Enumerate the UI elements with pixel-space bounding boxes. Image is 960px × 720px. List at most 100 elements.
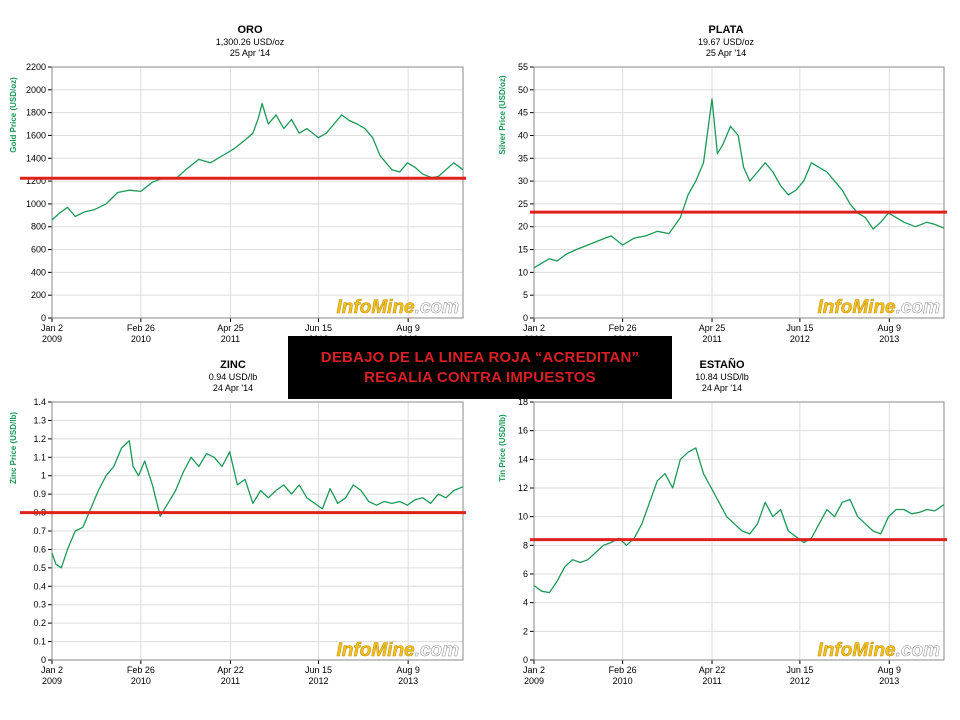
plot-frame [533, 66, 945, 319]
y-tick-label: 40 [518, 130, 528, 140]
y-tick-label: 20 [518, 222, 528, 232]
watermark-domain: .com [415, 640, 459, 661]
x-tick-label: Jun 15 [305, 323, 332, 333]
infomine-watermark: InfoMine.com [337, 640, 460, 661]
price-series-line [51, 440, 464, 569]
y-tick-label: 30 [518, 176, 528, 186]
x-tick-label: Jun 15 [786, 665, 813, 675]
x-tick-year: 2011 [702, 676, 721, 686]
plot-frame [51, 66, 464, 319]
x-tick-label: Feb 26 [127, 323, 155, 333]
chart-title: PLATA [708, 24, 743, 36]
y-tick-label: 600 [31, 245, 46, 255]
x-tick-label: Aug 9 [878, 665, 902, 675]
banner-line-1: DEBAJO DE LA LINEA ROJA “ACREDITAN” [320, 348, 640, 366]
x-tick-year: 2010 [131, 334, 151, 344]
chart-title: ESTAÑO [699, 358, 744, 371]
y-tick-label: 1.1 [33, 452, 46, 462]
x-tick-year: 2011 [702, 334, 721, 344]
y-tick-label: 5 [523, 290, 528, 300]
y-tick-label: 0.5 [33, 563, 46, 573]
y-tick-label: 200 [31, 290, 46, 300]
y-tick-label: 0 [41, 313, 46, 323]
y-tick-label: 35 [518, 153, 528, 163]
x-tick-year: 2011 [221, 676, 240, 686]
watermark-domain: .com [415, 297, 459, 318]
x-tick-year: 2013 [879, 676, 899, 686]
chart-price: 0.94 USD/lb [209, 372, 258, 382]
y-tick-label: 50 [518, 85, 528, 95]
x-tick-year: 2013 [879, 334, 899, 344]
x-tick-year: 2009 [42, 676, 62, 686]
y-tick-label: 1.2 [33, 434, 46, 444]
x-tick-label: Jan 2 [41, 323, 63, 333]
x-tick-label: Apr 22 [699, 665, 726, 675]
y-tick-label: 45 [518, 108, 528, 118]
x-tick-year: 2010 [131, 676, 151, 686]
watermark-domain: .com [896, 640, 940, 661]
y-tick-label: 14 [518, 454, 528, 464]
y-tick-label: 10 [518, 267, 528, 277]
y-tick-label: 0 [41, 655, 46, 665]
infomine-watermark: InfoMine.com [337, 297, 460, 318]
x-tick-year: 2012 [309, 676, 329, 686]
chart-date: 24 Apr '14 [213, 383, 253, 393]
x-tick-year: 2009 [524, 676, 544, 686]
x-tick-label: Feb 26 [609, 323, 637, 333]
x-tick-label: Jan 2 [523, 323, 545, 333]
y-tick-label: 8 [523, 540, 528, 550]
watermark-brand: InfoMine [818, 297, 897, 318]
y-tick-label: 1000 [26, 199, 46, 209]
chart-price: 19.67 USD/oz [698, 37, 755, 47]
watermark-domain: .com [896, 297, 940, 318]
x-tick-year: 2013 [398, 676, 418, 686]
y-tick-label: 0 [523, 313, 528, 323]
y-tick-label: 1600 [26, 130, 46, 140]
x-tick-label: Aug 9 [396, 323, 420, 333]
infomine-watermark: InfoMine.com [818, 640, 941, 661]
y-tick-label: 1 [41, 471, 46, 481]
price-series-line [51, 102, 464, 221]
banner-line-2: REGALIA CONTRA IMPUESTOS [364, 368, 596, 386]
x-tick-year: 2012 [790, 676, 810, 686]
y-tick-label: 25 [518, 199, 528, 209]
x-tick-label: Apr 22 [217, 665, 244, 675]
x-tick-year: 2011 [221, 334, 240, 344]
y-tick-label: 0.7 [33, 526, 46, 536]
y-tick-label: 55 [518, 62, 528, 72]
x-tick-year: 2009 [42, 334, 62, 344]
x-tick-label: Aug 9 [878, 323, 902, 333]
y-tick-label: 15 [518, 245, 528, 255]
y-tick-label: 6 [523, 569, 528, 579]
y-tick-label: 1800 [26, 108, 46, 118]
y-axis-label: Tin Price (USD/lb) [498, 414, 507, 482]
x-tick-year: 2012 [790, 334, 810, 344]
y-tick-label: 2000 [26, 85, 46, 95]
y-tick-label: 0.9 [33, 489, 46, 499]
chart-price: 10.84 USD/lb [695, 372, 749, 382]
y-tick-label: 0.1 [33, 637, 46, 647]
watermark-brand: InfoMine [337, 297, 416, 318]
x-tick-label: Feb 26 [609, 665, 637, 675]
x-tick-label: Feb 26 [127, 665, 155, 675]
chart-title: ZINC [220, 359, 246, 371]
y-tick-label: 400 [31, 267, 46, 277]
y-tick-label: 4 [523, 598, 528, 608]
x-tick-year: 2010 [613, 676, 633, 686]
annotation-banner: DEBAJO DE LA LINEA ROJA “ACREDITAN” REGA… [288, 336, 672, 399]
y-axis-label: Silver Price (USD/oz) [498, 75, 507, 154]
y-tick-label: 1200 [26, 176, 46, 186]
x-tick-label: Jan 2 [41, 665, 63, 675]
y-tick-label: 0.6 [33, 544, 46, 554]
y-tick-label: 0.4 [33, 581, 46, 591]
y-axis-label: Zinc Price (USD/lb) [9, 412, 18, 484]
y-tick-label: 0.2 [33, 618, 46, 628]
y-tick-label: 2200 [26, 62, 46, 72]
y-tick-label: 0.3 [33, 600, 46, 610]
watermark-brand: InfoMine [818, 640, 897, 661]
y-tick-label: 1.3 [33, 415, 46, 425]
y-tick-label: 18 [518, 397, 528, 407]
watermark-brand: InfoMine [337, 640, 416, 661]
